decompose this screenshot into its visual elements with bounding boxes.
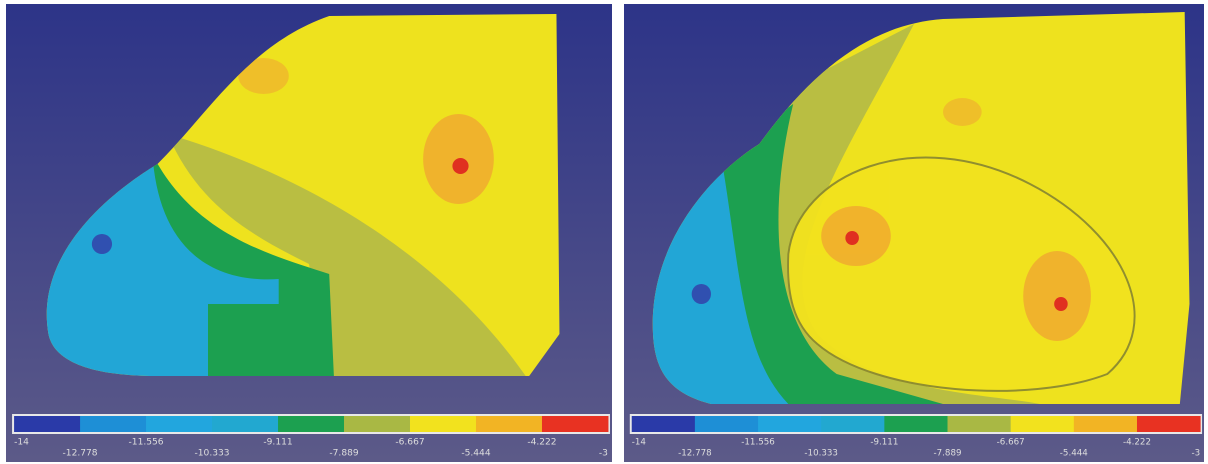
colorbar-label: -11.556 xyxy=(129,438,164,448)
colorbar-label: -9.111 xyxy=(870,437,898,447)
colorbar-segment xyxy=(542,416,608,432)
colorbar-label: -3 xyxy=(1191,448,1200,458)
colorbar-segment xyxy=(884,416,948,432)
colorbar-segment xyxy=(344,416,410,432)
colorbar-segment xyxy=(1011,416,1075,432)
colorbar-segment xyxy=(146,416,212,432)
colorbar-label: -6.667 xyxy=(997,437,1025,447)
colorbar-segment xyxy=(821,416,885,432)
colorbar-label: -10.333 xyxy=(195,449,230,459)
colorbar-segment xyxy=(410,416,476,432)
colorbar-label: -11.556 xyxy=(741,437,775,447)
page: -14 -12.778 -11.556 -10.333 -9.111 -7.889 -6.6… xyxy=(0,0,1208,464)
colorbar-label: -14 xyxy=(14,438,29,448)
colorbar-label: -7.889 xyxy=(329,449,359,459)
colorbar-segment xyxy=(14,416,80,432)
colorbar-label: -12.778 xyxy=(678,448,712,458)
colorbar-label: -10.333 xyxy=(804,448,838,458)
colorbar-segment xyxy=(632,416,696,432)
colorbar-label: -5.444 xyxy=(1060,448,1088,458)
colorbar-segment xyxy=(1074,416,1138,432)
colorbar-label: -4.222 xyxy=(1123,437,1151,447)
colorbar-segment xyxy=(80,416,146,432)
colorbar-label: -5.444 xyxy=(461,449,491,459)
colorbar-label: -6.667 xyxy=(395,438,424,448)
colorbar-label: -14 xyxy=(632,437,647,447)
colorbar-label: -3 xyxy=(599,449,608,459)
colorbar-segment xyxy=(695,416,759,432)
colorbar-segment xyxy=(948,416,1012,432)
colorbar-segment xyxy=(212,416,278,432)
colorbar-segment xyxy=(278,416,344,432)
colorbar-label: -4.222 xyxy=(527,438,556,448)
colorbar-segment xyxy=(1137,416,1201,432)
colorbar-label: -9.111 xyxy=(263,438,292,448)
deviation-map-right: -14 -12.778 -11.556 -10.333 -9.111 -7.889 -6.6… xyxy=(624,4,1204,462)
colorbar-label: -7.889 xyxy=(933,448,961,458)
colorbar-segment xyxy=(758,416,822,432)
deviation-map-left: -14 -12.778 -11.556 -10.333 -9.111 -7.889 -6.6… xyxy=(6,4,612,462)
colorbar-segment xyxy=(476,416,542,432)
colorbar-label: -12.778 xyxy=(63,449,98,459)
